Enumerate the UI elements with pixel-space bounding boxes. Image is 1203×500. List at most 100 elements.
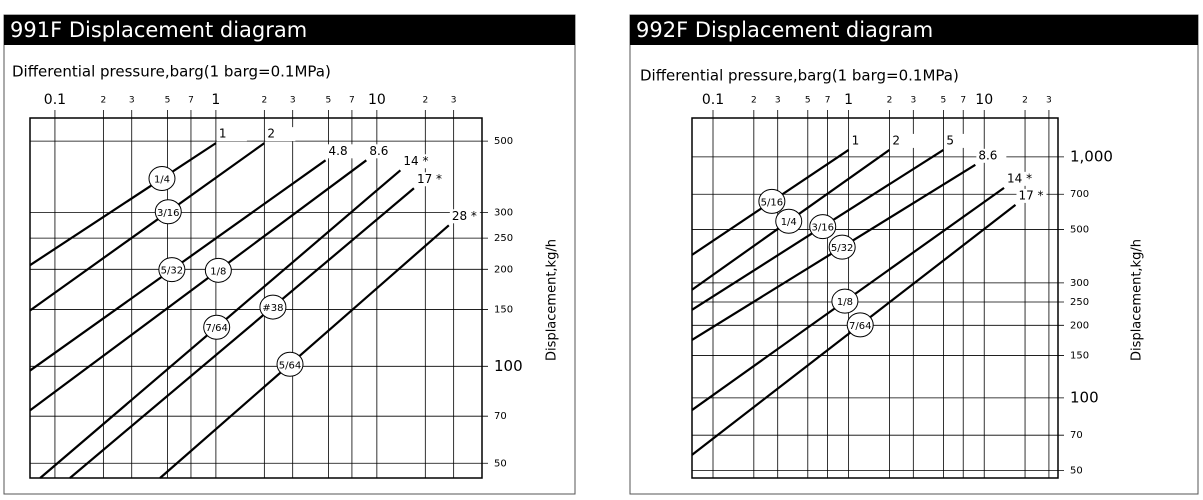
end-label-bg	[1016, 188, 1047, 203]
end-label: 17 *	[1018, 188, 1043, 202]
end-label-bg	[944, 133, 975, 148]
orifice-badge	[831, 288, 859, 314]
orifice-badge	[204, 257, 232, 283]
end-label-bg	[216, 127, 247, 142]
end-label-bg	[367, 144, 398, 159]
x-tick-label: 2	[887, 96, 893, 106]
orifice-label: 1/4	[781, 217, 797, 228]
x-tick-label: 10	[368, 92, 386, 108]
end-label-bg	[449, 209, 480, 224]
end-label-bg	[890, 133, 921, 148]
flow-line	[69, 187, 415, 479]
end-label-bg	[1005, 171, 1036, 186]
y-axis-label: Displacement,kg/h	[545, 239, 560, 361]
x-tick-label: 3	[775, 96, 781, 106]
orifice-badge	[809, 214, 837, 240]
panel-border	[3, 14, 576, 495]
y-tick-label: 300	[1070, 278, 1089, 289]
end-label: 14 *	[1007, 171, 1032, 185]
plot-frame	[29, 117, 483, 479]
y-tick-label: 200	[1070, 320, 1089, 331]
end-label-bg	[401, 154, 432, 169]
x-tick-label: 5	[805, 96, 811, 106]
x-tick-label: 2	[422, 96, 428, 106]
x-tick-label: 0.1	[44, 92, 66, 108]
orifice-badge	[775, 208, 803, 234]
x-tick-label: 5	[941, 96, 947, 106]
x-tick-label: 1	[211, 92, 220, 108]
x-tick-label: 10	[975, 92, 993, 108]
y-tick-label: 100	[494, 357, 523, 375]
x-tick-label: 5	[326, 96, 332, 106]
y-tick-label: 250	[1070, 297, 1089, 308]
y-tick-label: 1,000	[1070, 147, 1113, 165]
x-tick-label: 7	[825, 96, 831, 106]
y-tick-label: 500	[494, 136, 513, 147]
x-tick-label: 3	[129, 96, 135, 106]
y-tick-label: 250	[494, 233, 513, 244]
end-label-bg	[326, 144, 357, 159]
orifice-badge	[203, 314, 231, 340]
title-bar	[4, 15, 575, 45]
orifice-badge	[758, 188, 786, 214]
end-label: 8.6	[978, 148, 997, 162]
x-tick-label: 7	[960, 96, 966, 106]
end-label: 5	[946, 133, 954, 147]
end-label-bg	[265, 127, 296, 142]
x-tick-label: 2	[751, 96, 757, 106]
y-tick-label: 150	[494, 305, 513, 316]
flow-line	[29, 159, 367, 412]
x-tick-label: 0.1	[702, 92, 724, 108]
end-label: 2	[892, 133, 900, 147]
orifice-label: 3/16	[811, 223, 833, 234]
x-tick-label: 7	[188, 96, 194, 106]
x-tick-label: 3	[1046, 96, 1052, 106]
x-tick-label: 5	[165, 96, 171, 106]
end-label: 17 *	[417, 172, 442, 186]
panel-border	[629, 14, 1199, 495]
flow-line	[29, 142, 217, 267]
orifice-badge	[276, 351, 304, 377]
x-tick-label: 7	[349, 96, 355, 106]
y-tick-label: 150	[1070, 350, 1089, 361]
x-tick-label: 3	[290, 96, 296, 106]
end-label-bg	[849, 133, 880, 148]
end-label: 4.8	[329, 144, 348, 158]
orifice-label: 1/8	[837, 297, 853, 308]
y-tick-label: 100	[1070, 388, 1099, 406]
x-tick-label: 1	[844, 92, 853, 108]
orifice-label: 5/32	[161, 266, 183, 277]
orifice-badge	[158, 257, 186, 283]
orifice-label: 1/8	[210, 266, 226, 277]
orifice-label: 5/64	[279, 360, 301, 371]
title-bar	[630, 15, 1198, 45]
y-tick-label: 50	[494, 458, 507, 469]
orifice-badge	[259, 294, 287, 320]
x-tick-label: 2	[101, 96, 107, 106]
y-tick-label: 50	[1070, 465, 1083, 476]
x-axis-label: Differential pressure,barg(1 barg=0.1MPa…	[12, 63, 331, 81]
chart-title: 992F Displacement diagram	[636, 18, 933, 42]
chart-title: 991F Displacement diagram	[10, 18, 307, 42]
end-label-bg	[976, 148, 1007, 163]
end-label: 14 *	[403, 154, 428, 168]
y-tick-label: 700	[1070, 189, 1089, 200]
orifice-badge	[154, 199, 182, 225]
y-axis-label: Displacement,kg/h	[1130, 239, 1145, 361]
flow-line	[29, 142, 265, 312]
orifice-label: 7/64	[205, 323, 227, 334]
orifice-badge	[846, 312, 874, 338]
end-label: 28 *	[452, 209, 477, 223]
x-tick-label: 2	[261, 96, 267, 106]
end-label: 1	[852, 133, 860, 147]
orifice-badge	[148, 166, 176, 192]
x-axis-label: Differential pressure,barg(1 barg=0.1MPa…	[640, 67, 959, 85]
x-tick-label: 2	[1022, 96, 1028, 106]
flow-line	[159, 224, 450, 479]
plot-frame	[691, 117, 1059, 479]
x-tick-label: 3	[451, 96, 457, 106]
end-label: 1	[219, 127, 227, 141]
end-label-bg	[414, 172, 445, 187]
